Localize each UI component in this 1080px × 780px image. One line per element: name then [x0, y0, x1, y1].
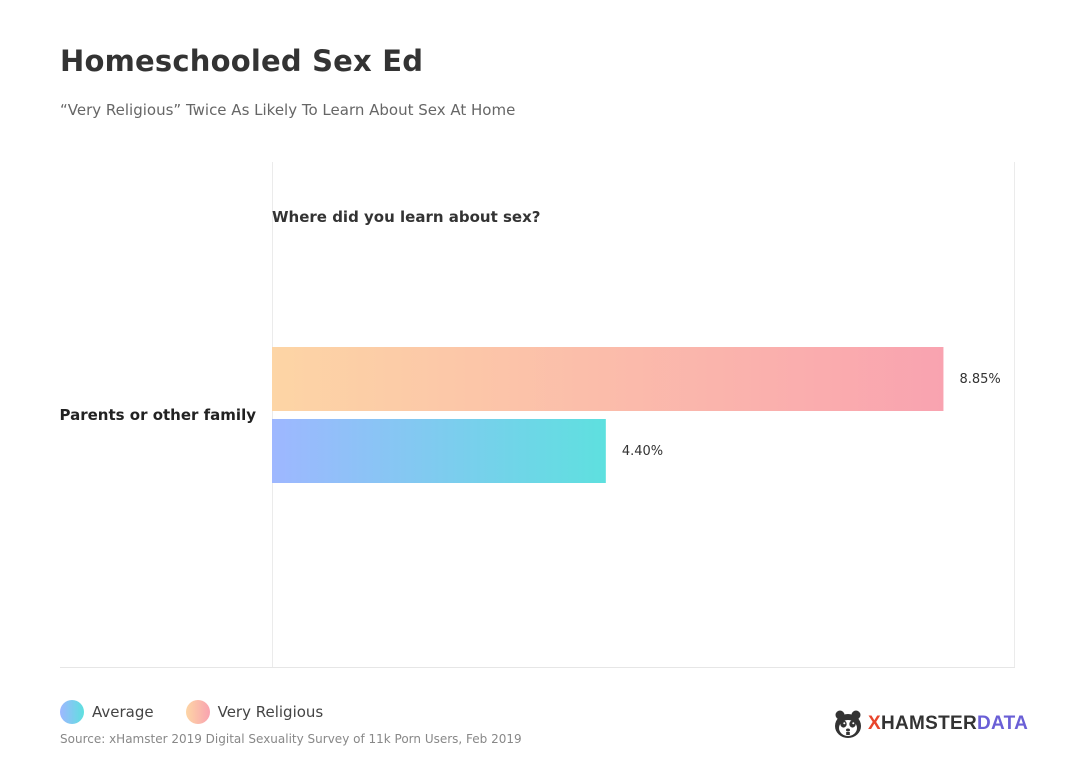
legend: Average Very Religious [60, 700, 355, 724]
legend-item-average[interactable]: Average [60, 700, 154, 724]
xhamster-data-logo: XHAMSTERDATA [832, 708, 1028, 740]
bar-average [272, 419, 606, 483]
chart-title: Homeschooled Sex Ed [60, 44, 424, 78]
legend-swatch-very-religious [185, 700, 210, 724]
plot-title: Where did you learn about sex? [272, 208, 540, 226]
legend-item-very-religious[interactable]: Very Religious [185, 700, 324, 724]
logo-wordmark: XHAMSTERDATA [868, 713, 1029, 734]
bar-chart: Where did you learn about sex? Parents o… [60, 162, 1015, 668]
bar-very-religious [272, 347, 944, 411]
source-note: Source: xHamster 2019 Digital Sexuality … [60, 732, 522, 746]
chart-subtitle: “Very Religious” Twice As Likely To Lear… [60, 101, 516, 119]
data-label-average: 4.40% [622, 444, 663, 459]
legend-label-very-religious: Very Religious [217, 703, 324, 721]
data-label-very-religious: 8.85% [959, 372, 1000, 387]
legend-swatch-average [60, 700, 84, 724]
category-label: Parents or other family [60, 406, 257, 424]
legend-label-average: Average [92, 703, 154, 721]
hamster-icon [835, 710, 861, 738]
